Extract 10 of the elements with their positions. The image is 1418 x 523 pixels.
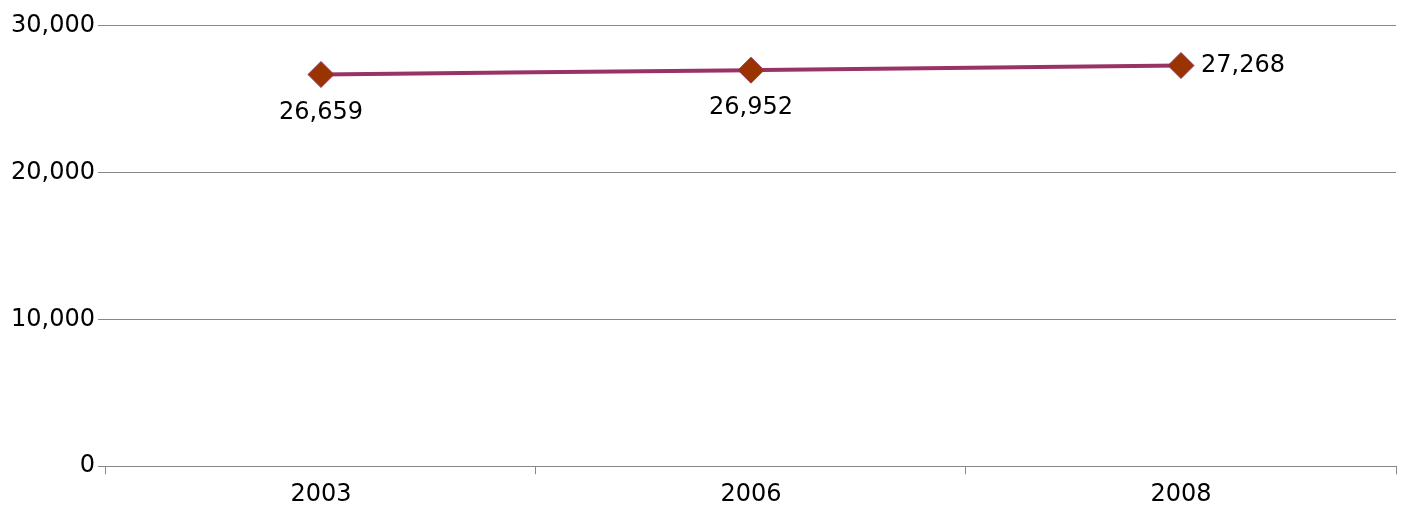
data-label: 27,268 <box>1201 49 1285 78</box>
y-tick-label: 0 <box>79 450 95 479</box>
x-tick-label: 2008 <box>1150 478 1212 507</box>
y-tick-label: 10,000 <box>10 303 95 332</box>
y-tick-label: 20,000 <box>10 156 95 185</box>
x-tick-label: 2006 <box>720 478 782 507</box>
x-tick-label: 2003 <box>290 478 352 507</box>
y-tick-label: 30,000 <box>10 9 95 38</box>
data-label: 26,659 <box>278 96 363 125</box>
data-label: 26,952 <box>709 92 793 121</box>
